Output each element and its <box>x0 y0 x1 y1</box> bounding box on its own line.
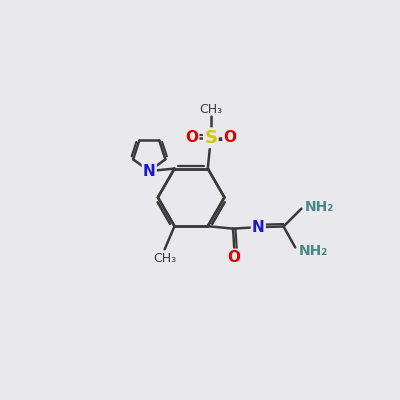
Text: O: O <box>228 250 240 265</box>
Text: CH₃: CH₃ <box>153 252 176 265</box>
Text: NH₂: NH₂ <box>305 200 334 214</box>
Text: N: N <box>143 164 156 178</box>
Text: O: O <box>224 130 236 145</box>
Text: O: O <box>185 130 198 145</box>
Text: N: N <box>252 220 265 235</box>
Text: CH₃: CH₃ <box>199 102 222 116</box>
Text: NH₂: NH₂ <box>298 244 328 258</box>
Text: S: S <box>204 129 217 147</box>
